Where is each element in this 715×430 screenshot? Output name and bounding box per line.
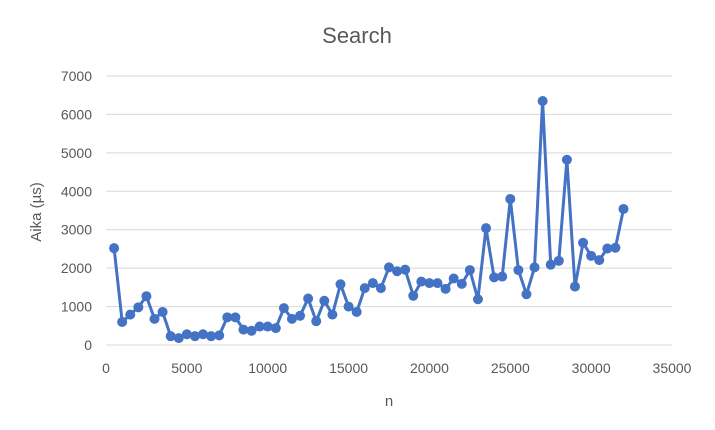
data-point bbox=[440, 283, 451, 294]
data-point bbox=[561, 154, 572, 165]
y-tick-label: 0 bbox=[84, 337, 92, 353]
data-point bbox=[489, 272, 500, 283]
series-layer bbox=[109, 95, 629, 344]
data-point bbox=[181, 329, 192, 340]
y-axis-ticks: 0 1000 2000 3000 4000 5000 6000 7000 bbox=[61, 68, 92, 353]
data-point bbox=[351, 306, 362, 317]
data-point bbox=[214, 330, 225, 341]
data-point bbox=[141, 291, 152, 302]
data-point bbox=[586, 250, 597, 261]
data-point bbox=[173, 333, 184, 344]
data-point bbox=[456, 278, 467, 289]
data-point bbox=[545, 259, 556, 270]
data-point bbox=[408, 290, 419, 301]
data-point bbox=[513, 265, 524, 276]
data-point bbox=[262, 321, 273, 332]
data-point bbox=[165, 331, 176, 342]
data-point bbox=[610, 242, 621, 253]
data-point bbox=[133, 302, 144, 313]
data-point bbox=[125, 309, 136, 320]
y-tick-label: 4000 bbox=[61, 183, 92, 199]
data-point bbox=[222, 312, 233, 323]
data-point bbox=[335, 279, 346, 290]
data-point bbox=[117, 316, 128, 327]
data-point bbox=[157, 306, 168, 317]
data-point bbox=[327, 309, 338, 320]
data-point bbox=[303, 293, 314, 304]
data-point bbox=[311, 316, 322, 327]
data-point bbox=[578, 237, 589, 248]
data-point bbox=[472, 294, 483, 305]
y-tick-label: 2000 bbox=[61, 260, 92, 276]
series-line bbox=[112, 99, 625, 340]
x-tick-label: 25000 bbox=[491, 360, 530, 376]
data-point bbox=[343, 301, 354, 312]
x-tick-label: 20000 bbox=[410, 360, 449, 376]
data-point bbox=[230, 312, 241, 323]
data-point bbox=[481, 223, 492, 234]
data-point bbox=[384, 262, 394, 273]
data-point bbox=[278, 303, 289, 314]
data-point bbox=[270, 323, 281, 334]
data-point bbox=[464, 265, 475, 276]
y-tick-label: 3000 bbox=[61, 222, 92, 238]
data-point bbox=[286, 313, 297, 324]
data-point bbox=[497, 271, 508, 282]
y-axis-label: Aika (µs) bbox=[28, 182, 45, 241]
gridlines bbox=[106, 75, 672, 346]
data-point bbox=[319, 295, 330, 306]
data-point bbox=[569, 281, 580, 292]
data-point bbox=[521, 289, 532, 300]
data-point bbox=[594, 255, 605, 266]
data-point bbox=[424, 278, 435, 289]
x-tick-label: 10000 bbox=[248, 360, 287, 376]
y-tick-label: 5000 bbox=[61, 145, 92, 161]
x-axis-label: n bbox=[385, 393, 393, 410]
data-point bbox=[149, 313, 160, 324]
data-point bbox=[448, 273, 459, 284]
data-point bbox=[206, 331, 217, 342]
data-point bbox=[359, 283, 370, 294]
data-point bbox=[432, 278, 443, 289]
data-point bbox=[109, 243, 120, 254]
x-tick-label: 15000 bbox=[329, 360, 368, 376]
x-axis-ticks: 0 5000 10000 15000 20000 25000 30000 35000 bbox=[102, 360, 692, 376]
data-point bbox=[254, 321, 265, 332]
x-tick-label: 35000 bbox=[653, 360, 692, 376]
data-point bbox=[400, 264, 411, 275]
data-point bbox=[246, 325, 257, 336]
data-point bbox=[367, 278, 378, 289]
data-point bbox=[295, 310, 306, 321]
data-point bbox=[392, 266, 403, 277]
data-point bbox=[238, 324, 249, 335]
data-point bbox=[553, 255, 564, 266]
data-point bbox=[618, 203, 629, 214]
data-point bbox=[602, 243, 613, 254]
y-tick-label: 1000 bbox=[61, 299, 92, 315]
data-point bbox=[416, 276, 427, 287]
chart-title: Search bbox=[322, 23, 392, 48]
data-point bbox=[189, 331, 200, 342]
data-point bbox=[529, 262, 540, 273]
data-point bbox=[198, 329, 209, 340]
data-point bbox=[375, 283, 386, 294]
data-point bbox=[505, 193, 516, 204]
x-tick-label: 0 bbox=[102, 360, 110, 376]
y-tick-label: 7000 bbox=[61, 68, 92, 84]
data-point bbox=[537, 95, 548, 106]
y-tick-label: 6000 bbox=[61, 106, 92, 122]
x-tick-label: 5000 bbox=[171, 360, 202, 376]
x-tick-label: 30000 bbox=[572, 360, 611, 376]
